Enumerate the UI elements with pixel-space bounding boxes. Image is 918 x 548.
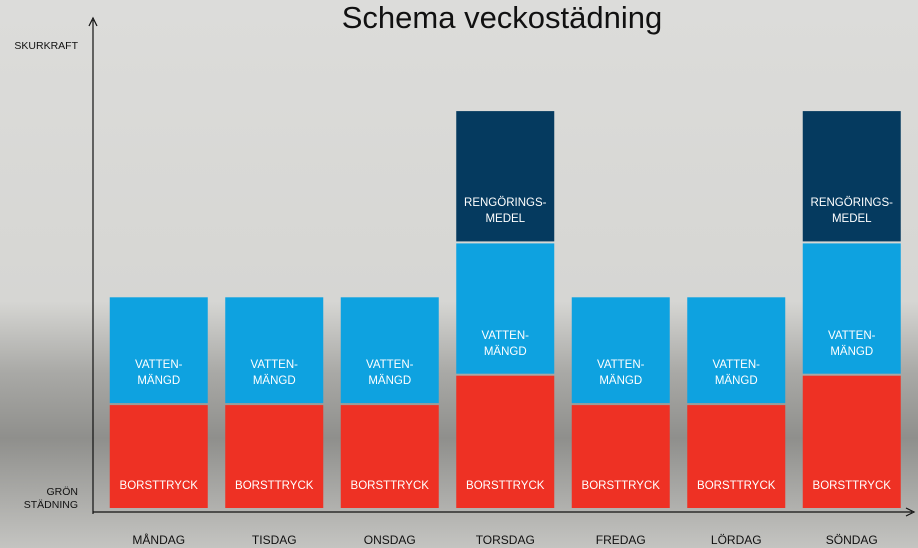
segment-label: BORSTTRYCK	[572, 478, 670, 494]
x-tick-label: TISDAG	[219, 532, 329, 548]
y-label-bottom: GRÖN STÄDNING	[0, 486, 78, 512]
segment-label: BORSTTRYCK	[341, 478, 439, 494]
x-tick-label: FREDAG	[566, 532, 676, 548]
segment-label: VATTEN- MÄNGD	[456, 328, 554, 360]
chart: Schema veckostädning SKURKRAFT GRÖN STÄD…	[0, 0, 918, 548]
x-tick-label: TORSDAG	[450, 532, 560, 548]
segment-label: RENGÖRINGS- MEDEL	[803, 195, 901, 227]
chart-canvas	[0, 0, 918, 548]
segment-label: VATTEN- MÄNGD	[803, 328, 901, 360]
segment-label: VATTEN- MÄNGD	[687, 357, 785, 389]
segment-label: VATTEN- MÄNGD	[110, 357, 208, 389]
segment-label: BORSTTRYCK	[803, 478, 901, 494]
segment-label: VATTEN- MÄNGD	[225, 357, 323, 389]
x-tick-label: LÖRDAG	[681, 532, 791, 548]
segment-label: VATTEN- MÄNGD	[341, 357, 439, 389]
segment-label: RENGÖRINGS- MEDEL	[456, 195, 554, 227]
segment-label: BORSTTRYCK	[687, 478, 785, 494]
segment-label: BORSTTRYCK	[110, 478, 208, 494]
segment-label: BORSTTRYCK	[225, 478, 323, 494]
segment-label: VATTEN- MÄNGD	[572, 357, 670, 389]
y-label-top: SKURKRAFT	[0, 40, 78, 53]
x-tick-label: ONSDAG	[335, 532, 445, 548]
chart-title: Schema veckostädning	[252, 10, 752, 26]
segment-label: BORSTTRYCK	[456, 478, 554, 494]
x-tick-label: SÖNDAG	[797, 532, 907, 548]
x-tick-label: MÅNDAG	[104, 532, 214, 548]
